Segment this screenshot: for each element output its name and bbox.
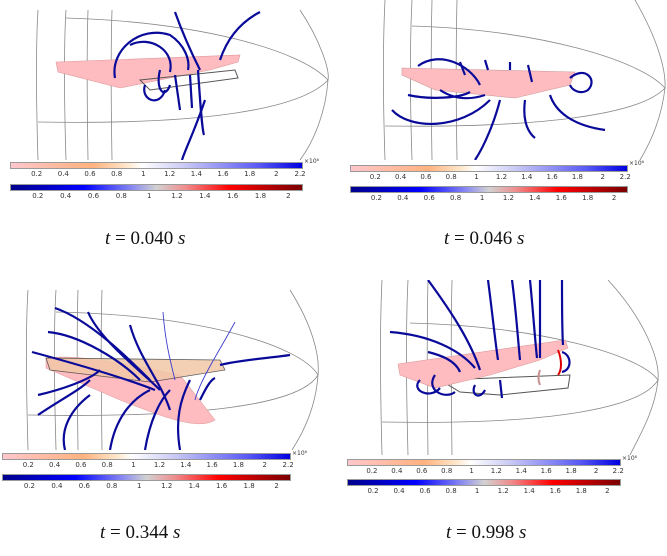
surface-colorbar-ticks: 0.2 0.4 0.6 0.8 1 1.2 1.4 1.6 1.8 2 2.2 (369, 173, 631, 181)
streamline-colorbar-ticks: 0.2 0.4 0.6 0.8 1 1.2 1.4 1.6 1.8 2 (367, 487, 610, 495)
plot-3d-render (383, 0, 666, 160)
surface-colorbar (347, 459, 621, 466)
streamline-colorbar-ticks: 0.2 0.4 0.6 0.8 1 1.2 1.4 1.6 1.8 2 (23, 482, 279, 490)
time-caption: t = 0.046 s (444, 228, 525, 249)
streamline-colorbar-ticks: 0.2 0.4 0.6 0.8 1 1.2 1.4 1.6 1.8 2 (370, 194, 617, 202)
streamline-plot: ×10⁶ 0.2 0.4 0.6 0.8 1 1.2 1.4 1.6 1.8 2 2.2 0.2 0.… (340, 0, 667, 210)
multiplier-label: ×10⁶ (292, 450, 308, 457)
streamline-colorbar (10, 184, 303, 191)
multiplier-label: ×10⁶ (629, 160, 645, 167)
plot-3d-render (380, 280, 659, 455)
surface-colorbar (2, 453, 291, 460)
time-caption: t = 0.040 s (105, 228, 186, 249)
time-caption: t = 0.998 s (446, 522, 527, 543)
time-caption: t = 0.344 s (100, 522, 181, 543)
streamline-colorbar (347, 479, 621, 486)
streamline-plot: ×10⁶ 0.2 0.4 0.6 0.8 1 1.2 1.4 1.6 1.8 2… (0, 0, 333, 210)
surface-colorbar-ticks: 0.2 0.4 0.6 0.8 1 1.2 1.4 1.6 1.8 2 2.2 (366, 467, 624, 475)
panel-t0040: ×10⁶ 0.2 0.4 0.6 0.8 1 1.2 1.4 1.6 1.8 2… (0, 0, 333, 276)
plot-3d-render (26, 289, 319, 450)
surface-colorbar-ticks: 0.2 0.4 0.6 0.8 1 1.2 1.4 1.6 1.8 2 2.2 (31, 170, 306, 178)
panel-t0998: ×10⁶ 0.2 0.4 0.6 0.8 1 1.2 1.4 1.6 1.8 2 2.2 0.2 0.… (340, 280, 667, 556)
surface-colorbar-ticks: 0.2 0.4 0.6 0.8 1 1.2 1.4 1.6 1.8 2 2.2 (22, 461, 294, 469)
multiplier-label: ×10⁶ (304, 158, 320, 165)
streamline-colorbar-ticks: 0.2 0.4 0.6 0.8 1 1.2 1.4 1.6 1.8 2 (32, 192, 291, 200)
plot-3d-render (36, 9, 329, 160)
streamline-plot: ×10⁶ 0.2 0.4 0.6 0.8 1 1.2 1.4 1.6 1.8 2 2.2 0.2 0.… (0, 280, 333, 490)
streamline-plot: ×10⁶ 0.2 0.4 0.6 0.8 1 1.2 1.4 1.6 1.8 2 2.2 0.2 0.… (340, 280, 667, 495)
streamline-colorbar (2, 474, 291, 481)
panel-t0344: ×10⁶ 0.2 0.4 0.6 0.8 1 1.2 1.4 1.6 1.8 2 2.2 0.2 0.… (0, 280, 333, 556)
panel-t0046: ×10⁶ 0.2 0.4 0.6 0.8 1 1.2 1.4 1.6 1.8 2 2.2 0.2 0.… (340, 0, 667, 276)
multiplier-label: ×10⁶ (622, 455, 638, 462)
surface-colorbar (10, 162, 303, 169)
surface-colorbar (350, 165, 628, 172)
streamline-colorbar (350, 186, 628, 193)
